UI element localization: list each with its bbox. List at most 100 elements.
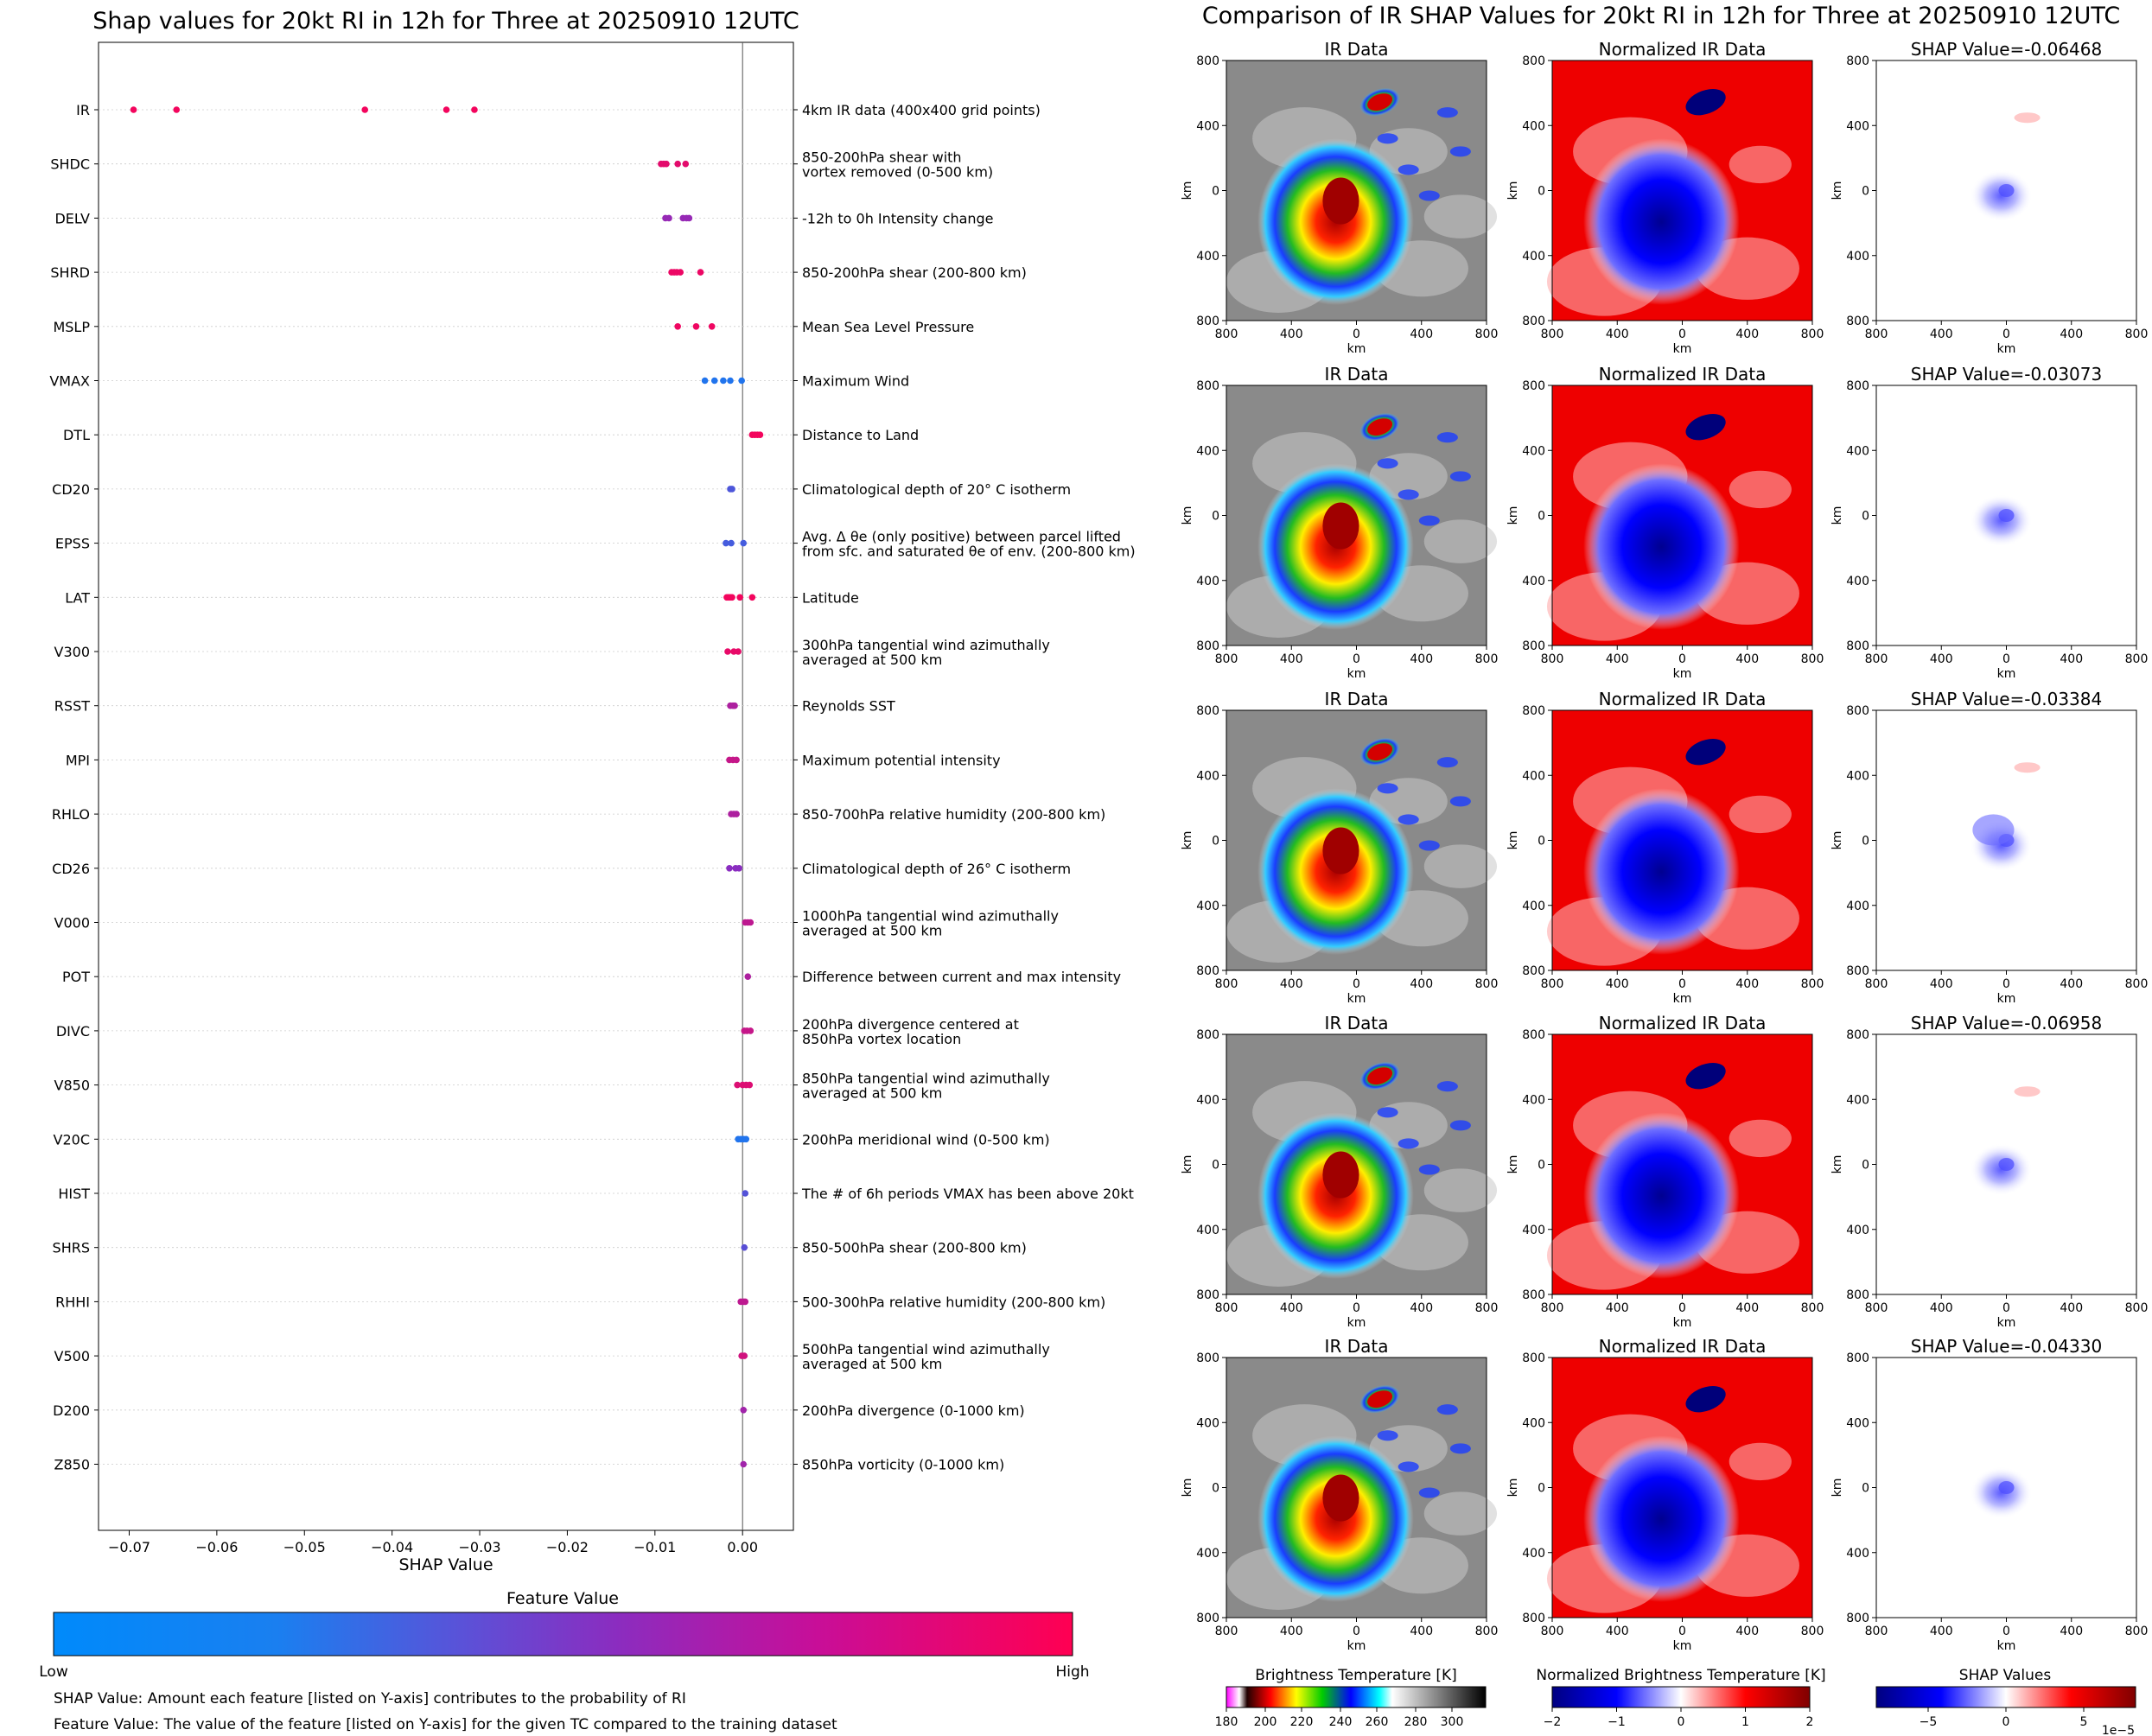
feature-name-label: V300 xyxy=(54,644,90,660)
y-tick-label: 800 xyxy=(1522,1028,1545,1042)
feature-description-label: 850-500hPa shear (200-800 km) xyxy=(802,1240,1027,1256)
bt-colorbar xyxy=(1226,1686,1487,1708)
norm-storm xyxy=(1583,788,1740,955)
shap-point xyxy=(692,323,700,330)
y-axis-label: km xyxy=(1181,1155,1194,1174)
y-tick-label: 400 xyxy=(1846,900,1869,913)
norm-storm xyxy=(1583,1112,1740,1279)
feature-description-label: 850-200hPa shear (200-800 km) xyxy=(802,264,1027,281)
y-axis-label: km xyxy=(1181,1478,1194,1498)
x-tick-label: 400 xyxy=(1606,327,1629,341)
y-tick-label: 0 xyxy=(1212,835,1219,849)
feature-name-label: VMAX xyxy=(49,373,90,390)
ir-cloud-band xyxy=(1418,840,1440,851)
plot-frame xyxy=(98,41,794,1531)
panel-title: Normalized IR Data xyxy=(1599,689,1767,709)
x-tick-label: 800 xyxy=(2125,652,2149,666)
ir-storm-center xyxy=(1322,1151,1359,1199)
y-tick-label: 800 xyxy=(1522,639,1545,653)
feature-description-label: 4km IR data (400x400 grid points) xyxy=(802,102,1041,118)
x-tick-label: 400 xyxy=(1606,652,1629,666)
ir-cloud-band xyxy=(1418,190,1440,201)
colorbar-tick-label: 220 xyxy=(1290,1715,1314,1729)
y-tick-label: 0 xyxy=(1862,835,1869,849)
y-tick-label: 800 xyxy=(1522,54,1545,68)
x-tick-label: 0 xyxy=(1353,327,1360,341)
y-tick-label: 0 xyxy=(1862,185,1869,199)
x-tick-label: 400 xyxy=(1930,977,1953,991)
y-axis-label: km xyxy=(1506,181,1520,200)
ir-storm-center xyxy=(1322,177,1359,225)
shap-colorbar xyxy=(1875,1686,2136,1708)
feature-description-label: from sfc. and saturated θe of env. (200-… xyxy=(802,544,1136,560)
shap-point xyxy=(130,106,137,113)
shap-point xyxy=(708,323,716,330)
ir-cloud-band xyxy=(1436,432,1458,443)
colorbar-tick-label: 0 xyxy=(2002,1715,2010,1729)
ir-haze xyxy=(1423,844,1498,888)
panel-title: Normalized IR Data xyxy=(1599,39,1767,60)
shap-beeswarm-plot: IR 4km IR data (400x400 grid points) SHDC 8… xyxy=(49,41,1136,1555)
ir-cloud-band xyxy=(1449,796,1471,807)
ir-cloud-band xyxy=(1377,458,1398,469)
panel-colorbars: Brightness Temperature [K] Normalized Br… xyxy=(1215,1667,2136,1736)
feature-name-label: RHLO xyxy=(52,806,90,823)
x-axis-label: km xyxy=(1673,667,1692,681)
x-tick-label: 400 xyxy=(1735,652,1759,666)
x-axis-label: km xyxy=(1997,667,2016,681)
panel-title: SHAP Value=-0.03073 xyxy=(1911,364,2102,385)
panel-title: SHAP Value=-0.03384 xyxy=(1911,689,2102,709)
x-tick-label: 800 xyxy=(2125,1625,2149,1638)
x-tick-label: 800 xyxy=(1865,1625,1888,1638)
shap-image xyxy=(1876,1358,2136,1618)
norm-cloud-cluster xyxy=(1685,1385,1726,1413)
x-tick-label: −0.01 xyxy=(634,1539,676,1555)
y-tick-label: 800 xyxy=(1846,379,1869,393)
shap-point xyxy=(746,1081,754,1089)
x-tick-label: 800 xyxy=(1801,977,1824,991)
ir-storm-center xyxy=(1322,1474,1359,1522)
y-tick-label: 800 xyxy=(1522,704,1545,718)
x-tick-label: 400 xyxy=(1930,327,1953,341)
ir-cloud-band xyxy=(1377,133,1398,144)
y-tick-label: 400 xyxy=(1196,1093,1219,1107)
feature-name-label: LAT xyxy=(65,589,90,606)
y-tick-label: 400 xyxy=(1196,575,1219,588)
y-tick-label: 800 xyxy=(1846,54,1869,68)
shap-point xyxy=(727,377,734,385)
shap-positive-spot xyxy=(2014,762,2041,773)
panel-title: IR Data xyxy=(1325,689,1389,709)
x-tick-label: 0 xyxy=(2002,652,2010,666)
ir-storm-center xyxy=(1322,827,1359,874)
y-tick-label: 800 xyxy=(1196,1288,1219,1302)
y-tick-label: 0 xyxy=(1862,1482,1869,1496)
shap-center-core xyxy=(1998,1480,2015,1495)
y-tick-label: 800 xyxy=(1846,1288,1869,1302)
shap-point xyxy=(701,377,709,385)
y-axis-label: km xyxy=(1506,1155,1520,1174)
x-tick-label: 800 xyxy=(1541,977,1564,991)
y-tick-label: 400 xyxy=(1522,769,1545,783)
feature-name-label: DTL xyxy=(63,427,90,443)
norm-haze xyxy=(1729,470,1792,509)
shap-point xyxy=(747,1027,754,1034)
y-tick-label: 800 xyxy=(1522,1288,1545,1302)
x-tick-label: 800 xyxy=(1865,327,1888,341)
y-tick-label: 800 xyxy=(1522,964,1545,978)
shap-point xyxy=(674,160,681,168)
colorbar-high-label: High xyxy=(1055,1663,1089,1681)
x-tick-label: 400 xyxy=(1735,1625,1759,1638)
norm-storm xyxy=(1583,1435,1740,1602)
norm-cloud-cluster xyxy=(1685,738,1726,766)
y-tick-label: 800 xyxy=(1522,1612,1545,1625)
shap-image xyxy=(1876,710,2136,970)
y-tick-label: 0 xyxy=(1538,510,1545,524)
y-tick-label: 800 xyxy=(1196,54,1219,68)
feature-description-label: Difference between current and max inten… xyxy=(802,969,1121,985)
y-tick-label: 0 xyxy=(1212,1159,1219,1173)
x-axis-label: km xyxy=(1673,1316,1692,1330)
feature-description-label: averaged at 500 km xyxy=(802,1085,942,1102)
colorbar-tick-label: 260 xyxy=(1366,1715,1389,1729)
